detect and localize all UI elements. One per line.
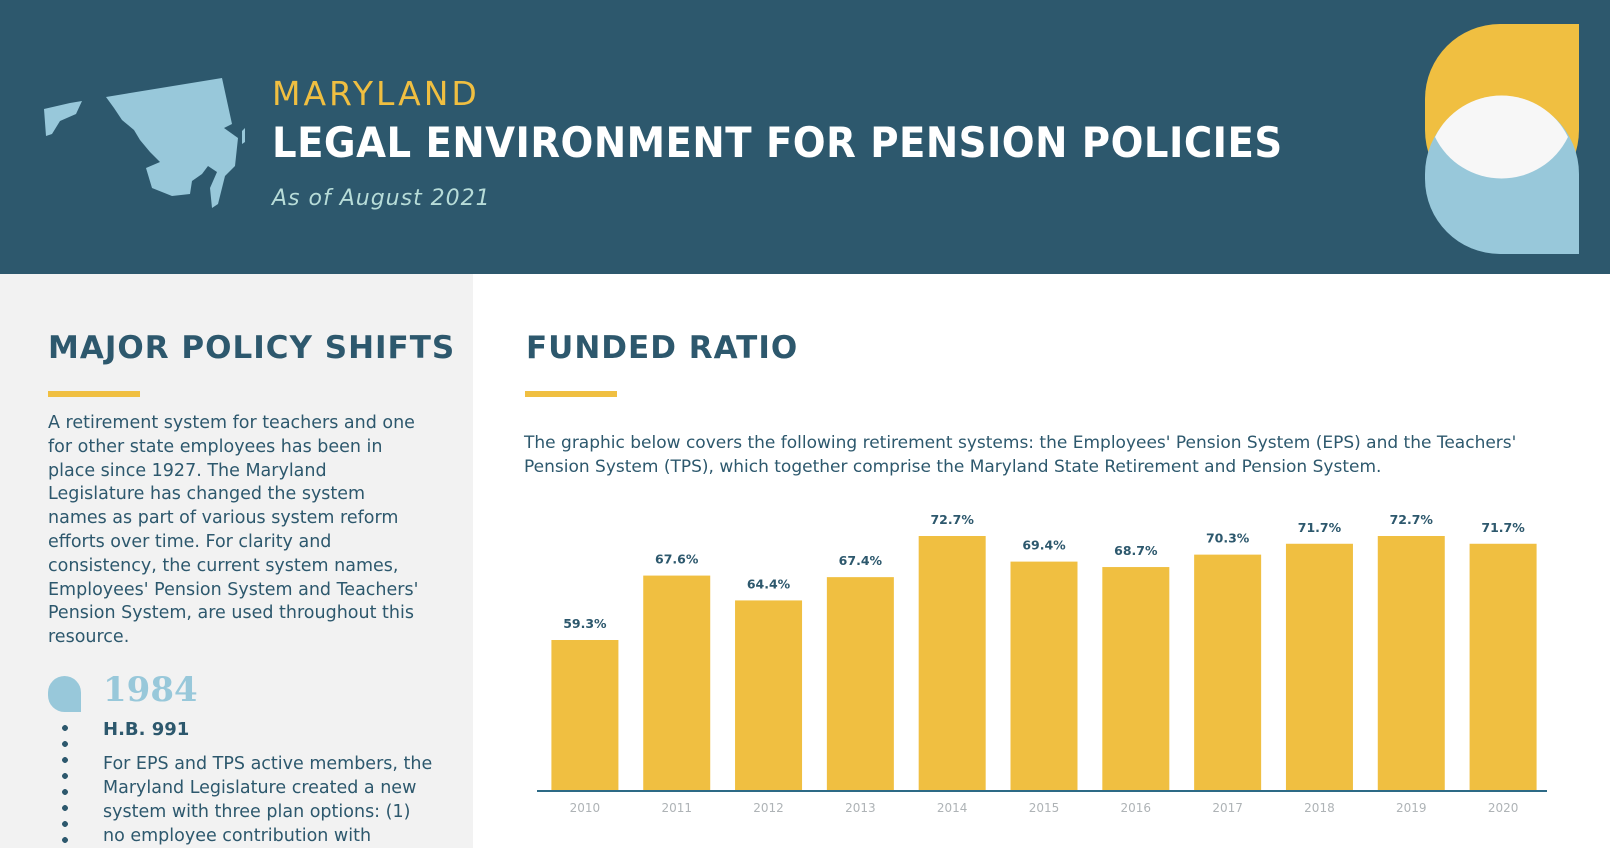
data-label-2015: 69.4% [1022,538,1066,553]
funded-ratio-heading: FUNDED RATIO [526,330,799,366]
timeline-dotted-line [62,720,68,848]
policy-intro-text: A retirement system for teachers and one… [48,413,419,648]
bar-2013 [826,577,894,790]
maryland-map-icon [44,78,245,208]
data-label-2017: 70.3% [1206,531,1250,546]
bar-2019 [1377,536,1445,790]
data-label-2012: 64.4% [747,576,791,591]
chart-description: The graphic below covers the following r… [524,433,1517,477]
data-label-2013: 67.4% [839,553,883,568]
data-label-2014: 72.7% [930,512,974,527]
funded-ratio-chart: 59.3% 2010 67.6% 2011 64.4% 2012 67.4% 2013 72.7… [537,512,1547,815]
bar-2017 [1194,554,1262,790]
bar-2018 [1285,543,1353,790]
bar-2015 [1010,561,1078,790]
brand-logo-icon [1425,24,1579,254]
bar-2012 [735,600,803,790]
page-title: LEGAL ENVIRONMENT FOR PENSION POLICIES [272,118,1283,167]
policy-shifts-accent-bar [48,391,140,397]
timeline-marker-icon [48,676,81,712]
data-label-2016: 68.7% [1114,543,1158,558]
as-of-date: As of August 2021 [272,186,491,211]
funded-ratio-accent-bar [525,391,617,397]
x-tick-2017: 2017 [1212,801,1243,815]
policy-shifts-heading: MAJOR POLICY SHIFTS [48,330,456,366]
x-tick-2019: 2019 [1396,801,1427,815]
header-banner: MARYLAND LEGAL ENVIRONMENT FOR PENSION P… [0,0,1610,274]
x-tick-2015: 2015 [1029,801,1060,815]
timeline-bill: H.B. 991 [103,719,190,740]
x-tick-2014: 2014 [937,801,968,815]
x-tick-2013: 2013 [845,801,876,815]
x-tick-2016: 2016 [1121,801,1152,815]
bar-2014 [918,536,986,790]
policy-shifts-panel [0,274,473,848]
bar-2010 [551,640,619,790]
timeline-year: 1984 [103,670,198,710]
data-label-2020: 71.7% [1481,520,1525,535]
bar-2016 [1102,567,1170,790]
data-label-2011: 67.6% [655,552,699,567]
bar-2020 [1469,543,1537,790]
x-tick-2012: 2012 [753,801,784,815]
data-label-2019: 72.7% [1390,512,1434,527]
timeline-text: For EPS and TPS active members, the Mary… [103,754,433,846]
bar-2011 [643,575,711,790]
x-tick-2020: 2020 [1488,801,1519,815]
state-eyebrow: MARYLAND [272,74,480,113]
data-label-2010: 59.3% [563,616,607,631]
x-tick-2010: 2010 [570,801,601,815]
x-tick-2011: 2011 [661,801,692,815]
data-label-2018: 71.7% [1298,520,1342,535]
x-tick-2018: 2018 [1304,801,1335,815]
